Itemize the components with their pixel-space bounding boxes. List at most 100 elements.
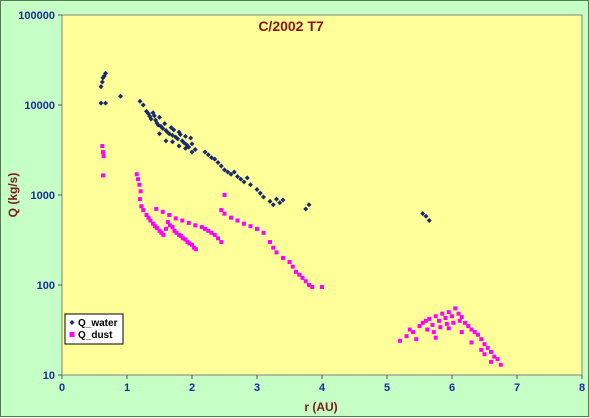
q-dust-point: [444, 321, 449, 326]
q-dust-point: [242, 221, 246, 226]
q-dust-point: [170, 225, 175, 230]
q-water-point: [235, 174, 240, 180]
q-dust-point: [248, 224, 253, 229]
q-dust-point: [178, 234, 183, 239]
q-dust-point: [219, 240, 224, 245]
x-tick-label: 7: [514, 382, 520, 394]
q-water-point: [261, 194, 266, 200]
q-water-point: [175, 136, 181, 142]
series-q-water: [98, 70, 432, 224]
q-dust-point: [414, 337, 419, 342]
q-dust-point: [146, 215, 151, 220]
q-water-point: [303, 206, 309, 212]
x-tick-label: 6: [449, 382, 455, 394]
q-water-point: [218, 163, 224, 169]
q-dust-point: [235, 218, 240, 223]
q-dust-point: [157, 228, 162, 233]
x-tick-label: 1: [124, 382, 130, 394]
y-axis-title: Q (kg/s): [6, 173, 20, 218]
q-dust-point: [159, 230, 164, 235]
q-water-point: [183, 145, 188, 151]
q-water-point: [118, 93, 123, 99]
q-dust-point: [469, 327, 474, 332]
q-dust-point: [172, 228, 177, 233]
q-dust-point: [290, 264, 295, 269]
q-water-point: [231, 169, 237, 175]
q-dust-point: [154, 206, 159, 211]
q-water-point: [274, 196, 279, 202]
q-dust-point: [303, 279, 308, 284]
q-water-point: [170, 139, 175, 145]
q-dust-point: [479, 337, 484, 342]
q-dust-point: [466, 324, 471, 329]
q-dust-point: [199, 225, 204, 230]
q-dust-point: [167, 223, 172, 228]
q-water-point: [222, 167, 227, 173]
q-dust-point: [209, 230, 214, 235]
q-dust-point: [451, 320, 456, 325]
q-dust-point: [274, 250, 279, 255]
legend-water-marker: [69, 320, 75, 325]
legend-water-label: Q_water: [78, 318, 118, 329]
q-dust-point: [420, 320, 425, 325]
q-water-point: [189, 149, 195, 155]
q-dust-point: [219, 208, 224, 213]
q-dust-point: [203, 226, 207, 231]
q-dust-point: [430, 322, 435, 327]
q-dust-point: [489, 350, 493, 355]
q-dust-point: [160, 209, 165, 214]
q-dust-point: [148, 218, 153, 223]
q-dust-point: [438, 325, 443, 330]
q-water-point: [254, 187, 260, 193]
x-tick-label: 3: [254, 382, 260, 394]
q-dust-point: [193, 247, 198, 252]
q-dust-point: [320, 285, 324, 290]
q-dust-point: [489, 359, 493, 364]
y-tick-label: 100: [37, 280, 55, 292]
x-tick-label: 0: [59, 382, 65, 394]
q-dust-point: [427, 316, 432, 321]
q-dust-point: [151, 221, 155, 226]
q-dust-point: [222, 211, 227, 216]
q-dust-point: [190, 242, 194, 247]
q-water-point: [176, 143, 182, 149]
x-tick-label: 8: [579, 382, 585, 394]
x-tick-label: 5: [384, 382, 390, 394]
q-water-point: [270, 202, 276, 208]
q-dust-point: [440, 311, 445, 316]
q-dust-point: [137, 182, 142, 187]
q-dust-point: [425, 327, 430, 332]
legend: Q_water Q_dust: [64, 313, 124, 345]
q-dust-point: [186, 220, 191, 225]
q-dust-point: [453, 306, 458, 311]
y-axis-ticks: 10 100 1000 10000 100000: [18, 10, 62, 382]
q-water-point: [241, 179, 247, 185]
q-water-point: [148, 116, 154, 122]
q-dust-point: [141, 208, 146, 213]
y-tick-label: 10000: [24, 100, 55, 112]
y-tick-label: 1000: [31, 190, 55, 202]
q-water-point: [157, 114, 162, 120]
q-dust-point: [443, 315, 448, 320]
q-dust-point: [187, 241, 192, 246]
q-dust-point: [183, 237, 188, 242]
q-dust-point: [297, 272, 302, 277]
q-dust-point: [100, 173, 105, 178]
q-water-point: [248, 182, 253, 188]
q-dust-point: [100, 150, 105, 155]
q-dust-point: [164, 226, 168, 231]
q-water-point: [160, 125, 166, 131]
q-dust-point: [495, 357, 500, 362]
x-tick-label: 4: [319, 382, 326, 394]
q-dust-point: [134, 172, 139, 177]
q-dust-point: [450, 314, 454, 319]
q-dust-point: [433, 314, 438, 319]
q-water-point: [163, 138, 169, 144]
q-dust-point: [287, 260, 292, 265]
q-dust-point: [407, 327, 412, 332]
q-water-point: [306, 202, 312, 208]
q-dust-point: [294, 269, 298, 274]
q-dust-point: [174, 230, 179, 235]
